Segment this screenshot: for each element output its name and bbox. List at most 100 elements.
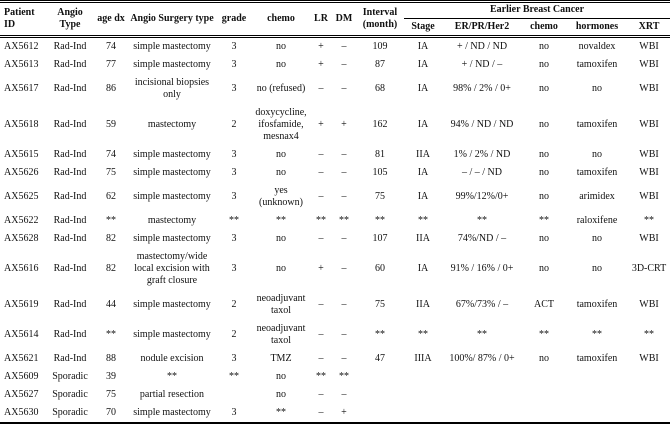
cell-chemo: neoadjuvant taxol — [256, 323, 306, 346]
header-row-sub: Stage ER/PR/Her2 chemo hormones XRT — [0, 18, 670, 38]
cell-age-dx: 75 — [106, 389, 116, 400]
cell-stage: IIIA — [414, 353, 432, 364]
cell-chemo: no (refused) — [256, 83, 306, 94]
cell-age-dx: 77 — [106, 59, 116, 70]
column-header-lr: LR — [310, 1, 332, 38]
cell-grade: 3 — [231, 59, 237, 70]
cell-xrt: WBI — [639, 299, 659, 310]
cell-patient-id: AX5630 — [4, 407, 39, 418]
cell-grade: 2 — [231, 119, 237, 130]
cell-stage: IIA — [416, 299, 430, 310]
cell-chemo: ** — [276, 407, 286, 418]
column-header-ebc-hormones: hormones — [566, 18, 628, 38]
cell-lr: – — [318, 299, 324, 310]
cell-angio-type: Rad-Ind — [53, 149, 87, 160]
table-row: AX5619 Rad-Ind 44 simple mastectomy 2 neoadju… — [0, 290, 670, 320]
table-row: AX5615 Rad-Ind 74 simple mastectomy 3 no – – 81 I… — [0, 146, 670, 164]
cell-dm: ** — [339, 215, 349, 226]
cell-angio-type: Rad-Ind — [53, 263, 87, 274]
table-row: AX5627 Sporadic 75 partial resection no – – — [0, 386, 670, 404]
cell-dm: ** — [339, 371, 349, 382]
cell-grade: 3 — [231, 83, 237, 94]
cell-age-dx: 74 — [106, 149, 116, 160]
cell-angio-surgery-type: partial resection — [139, 389, 205, 400]
cell-angio-type: Rad-Ind — [53, 41, 87, 52]
cell-ebc-chemo: no — [539, 149, 549, 160]
cell-dm: – — [341, 41, 347, 52]
cell-grade: 2 — [231, 299, 237, 310]
cell-patient-id: AX5621 — [4, 353, 39, 364]
cell-dm: – — [341, 263, 347, 274]
cell-stage: IA — [417, 119, 429, 130]
cell-patient-id: AX5622 — [4, 215, 39, 226]
cell-age-dx: 44 — [106, 299, 116, 310]
cell-lr: + — [318, 119, 324, 130]
cell-interval-month: 81 — [375, 149, 385, 160]
cell-age-dx: ** — [106, 215, 116, 226]
table-row: AX5616 Rad-Ind 82 mastectomy/wide local exc… — [0, 248, 670, 290]
patient-characteristics-table: Patient ID Angio Type age dx Angio Surge… — [0, 0, 670, 424]
cell-lr: – — [318, 329, 324, 340]
cell-patient-id: AX5616 — [4, 263, 39, 274]
cell-angio-type: Rad-Ind — [53, 299, 87, 310]
cell-ebc-chemo: no — [539, 41, 549, 52]
cell-angio-surgery-type: mastectomy/wide local excision with graf… — [134, 251, 210, 286]
cell-chemo: no — [276, 389, 286, 400]
cell-stage — [404, 386, 442, 404]
cell-stage: IA — [417, 167, 429, 178]
cell-patient-id: AX5626 — [4, 167, 39, 178]
cell-stage: IA — [417, 41, 429, 52]
cell-patient-id: AX5627 — [4, 389, 39, 400]
cell-ebc-chemo: ** — [539, 329, 549, 340]
cell-age-dx: 75 — [106, 167, 116, 178]
cell-interval-month: 109 — [372, 41, 388, 52]
cell-angio-surgery-type: ** — [167, 371, 177, 382]
cell-ebc-hormones: arimidex — [579, 191, 615, 202]
cell-lr: ** — [316, 215, 326, 226]
cell-angio-surgery-type: simple mastectomy — [133, 329, 211, 340]
cell-dm: – — [341, 149, 347, 160]
cell-patient-id: AX5609 — [4, 371, 39, 382]
cell-grade: 3 — [231, 149, 237, 160]
cell-grade: 3 — [231, 353, 237, 364]
cell-dm: + — [341, 407, 347, 418]
table-row: AX5625 Rad-Ind 62 simple mastectomy 3 yes (un… — [0, 182, 670, 212]
cell-er-pr-her2: 98% / 2% / 0+ — [453, 83, 511, 94]
cell-ebc-chemo: no — [539, 83, 549, 94]
cell-angio-type: Sporadic — [52, 371, 88, 382]
column-header-chemo: chemo — [252, 1, 310, 38]
cell-lr: – — [318, 353, 324, 364]
column-header-er-pr-her2: ER/PR/Her2 — [442, 18, 522, 38]
cell-age-dx: 59 — [106, 119, 116, 130]
cell-patient-id: AX5617 — [4, 83, 39, 94]
cell-er-pr-her2: 74%/ND / – — [457, 233, 507, 244]
cell-angio-type: Rad-Ind — [53, 167, 87, 178]
cell-patient-id: AX5614 — [4, 329, 39, 340]
header-row-top: Patient ID Angio Type age dx Angio Surge… — [0, 1, 670, 38]
cell-ebc-chemo: no — [539, 353, 549, 364]
cell-dm: – — [341, 329, 347, 340]
cell-age-dx: 82 — [106, 263, 116, 274]
cell-stage: IIA — [416, 233, 430, 244]
cell-chemo: no — [276, 41, 286, 52]
cell-age-dx: 86 — [106, 83, 116, 94]
cell-lr: – — [318, 167, 324, 178]
cell-lr: – — [318, 83, 324, 94]
cell-angio-type: Rad-Ind — [53, 353, 87, 364]
column-header-grade: grade — [216, 1, 252, 38]
cell-ebc-chemo: ACT — [534, 299, 554, 310]
cell-dm: – — [341, 299, 347, 310]
cell-chemo: neoadjuvant taxol — [256, 293, 306, 316]
cell-angio-surgery-type: simple mastectomy — [133, 167, 211, 178]
cell-ebc-chemo — [522, 404, 566, 423]
cell-ebc-hormones: raloxifene — [576, 215, 618, 226]
column-header-angio-surgery-type: Angio Surgery type — [128, 1, 216, 38]
cell-grade: 3 — [231, 233, 237, 244]
cell-ebc-hormones: no — [592, 149, 602, 160]
cell-angio-type: Rad-Ind — [53, 191, 87, 202]
cell-xrt: WBI — [639, 191, 659, 202]
cell-grade: 2 — [231, 329, 237, 340]
cell-grade — [216, 386, 252, 404]
cell-grade: ** — [229, 215, 239, 226]
cell-dm: – — [341, 59, 347, 70]
